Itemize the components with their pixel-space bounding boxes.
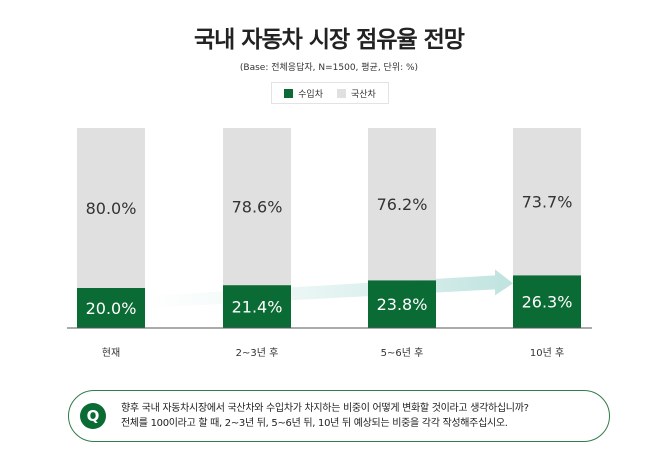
legend-item-import: 수입차 [284, 87, 323, 100]
data-label-import: 23.8% [377, 295, 428, 314]
bar-import [223, 285, 291, 328]
legend-swatch-import [284, 88, 294, 98]
data-label-import: 20.0% [86, 299, 137, 318]
bar-domestic [77, 128, 145, 288]
chart-title: 국내 자동차 시장 점유율 전망 [194, 27, 465, 53]
bar-import [368, 280, 436, 328]
data-label-import: 21.4% [232, 298, 283, 317]
q-badge-icon: Q [80, 403, 106, 429]
bar-import [513, 275, 581, 328]
trend-arrow [145, 269, 513, 308]
data-label-domestic: 76.2% [377, 195, 428, 214]
legend: 수입차 국산차 [271, 82, 389, 104]
question-bubble: Q 향후 국내 자동차시장에서 국산차와 수입차가 차지하는 비중이 어떻게 변… [68, 390, 610, 442]
bar-domestic [368, 128, 436, 281]
legend-item-domestic: 국산차 [337, 87, 376, 100]
legend-swatch-domestic [337, 88, 346, 98]
question-text: 향후 국내 자동차시장에서 국산차와 수입차가 차지하는 비중이 어떻게 변화할… [121, 401, 529, 431]
data-label-import: 26.3% [522, 293, 573, 312]
legend-label-domestic: 국산차 [351, 89, 376, 100]
bar-import [77, 288, 145, 328]
legend-label-import: 수입차 [298, 89, 323, 100]
x-tick-label: 5~6년 후 [381, 347, 424, 359]
x-tick-label: 2~3년 후 [236, 347, 279, 359]
x-tick-label: 10년 후 [530, 347, 564, 359]
data-label-domestic: 78.6% [232, 198, 283, 217]
question-line-1: 향후 국내 자동차시장에서 국산차와 수입차가 차지하는 비중이 어떻게 변화할… [121, 403, 529, 414]
bar-domestic [513, 128, 581, 276]
data-label-domestic: 73.7% [522, 193, 573, 212]
chart-subtitle: (Base: 전체응답자, N=1500, 평균, 단위: %) [239, 63, 419, 73]
data-label-domestic: 80.0% [86, 199, 137, 218]
x-tick-label: 현재 [102, 347, 120, 359]
question-line-2: 전체를 100이라고 할 때, 2~3년 뒤, 5~6년 뒤, 10년 뒤 예상… [121, 418, 508, 429]
bar-domestic [223, 128, 291, 286]
